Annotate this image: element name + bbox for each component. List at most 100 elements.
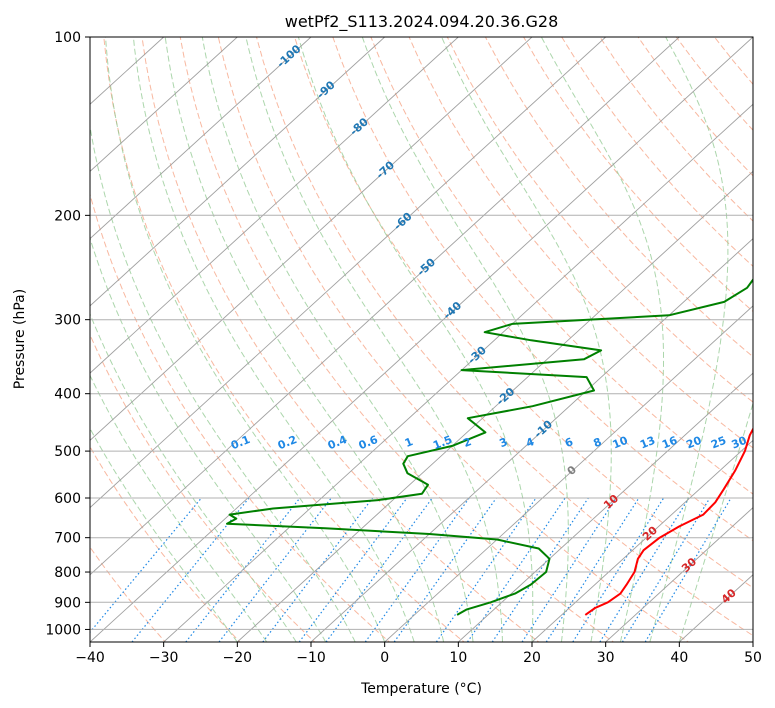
moist-adiabat-line (540, 37, 664, 642)
isotherm-line (752, 641, 753, 642)
mixing-ratio-label: 13 (638, 434, 657, 452)
mixing-ratio-label: 25 (709, 434, 728, 452)
moist-adiabat-line (105, 37, 386, 642)
plot-area: -100-90-80-70-60-50-40-30-20-10010203040… (90, 37, 769, 642)
isotherm-line (531, 439, 753, 642)
mixing-ratio-label: 8 (592, 435, 604, 450)
moist-adiabat-line (649, 37, 729, 642)
mixing-ratio-label: 4 (524, 435, 536, 450)
dry-adiabat-line (561, 37, 753, 267)
dry-adiabat-line (90, 445, 241, 642)
mixing-ratio-line (364, 497, 470, 642)
isotherm-line (90, 37, 753, 642)
x-tick-label: 10 (449, 650, 467, 666)
mixing-ratio-label: 1.5 (431, 433, 454, 452)
mixing-ratio-label: 0.2 (276, 433, 299, 452)
moist-adiabat-line (164, 37, 445, 642)
mixing-ratio-line (521, 497, 617, 642)
mixing-ratio-label: 16 (660, 434, 679, 452)
dry-adiabat-line (599, 37, 753, 222)
dry-adiabat-line (256, 37, 753, 637)
isotherm-line (90, 37, 459, 374)
isotherm-line (90, 37, 533, 441)
dry-adiabat-line (446, 37, 753, 403)
dry-adiabat-line (332, 37, 753, 542)
y-tick-label: 500 (54, 444, 81, 460)
dry-adiabat-line (523, 37, 753, 313)
mixing-ratio-line (185, 497, 301, 642)
dry-adiabat-line (90, 192, 391, 642)
dewpoint-profile-line (226, 278, 753, 616)
y-tick-label: 200 (54, 208, 81, 224)
x-tick-label: −10 (296, 650, 326, 666)
isotherm-line (457, 372, 753, 642)
moist-adiabat-line (245, 37, 503, 642)
moist-adiabat-line (201, 37, 474, 642)
mixing-ratio-label: 6 (563, 435, 575, 450)
x-tick-label: 40 (670, 650, 688, 666)
y-tick-label: 100 (54, 30, 81, 46)
dry-adiabat-line (217, 37, 690, 642)
y-tick-label: 700 (54, 531, 81, 547)
moist-adiabat-line (90, 123, 356, 642)
dry-adiabat-line (675, 37, 753, 131)
y-tick-label: 800 (54, 565, 81, 581)
mixing-ratio-label: 0.1 (229, 433, 252, 452)
mixing-ratio-label: 1 (403, 435, 415, 450)
moist-adiabat-line (361, 37, 569, 642)
x-tick-label: 50 (744, 650, 762, 666)
isotherm-line (90, 37, 238, 173)
mixing-ratio-label: 30 (730, 434, 749, 452)
x-tick-label: 20 (523, 650, 541, 666)
y-tick-label: 600 (54, 491, 81, 507)
mixing-ratio-line (90, 497, 202, 634)
dry-adiabat-line (408, 37, 753, 449)
mixing-ratio-label: 3 (498, 435, 510, 450)
moist-adiabat-line (90, 236, 327, 642)
dry-adiabat-line (752, 37, 753, 39)
moist-adiabat-line (90, 427, 238, 642)
mixing-ratio-label: 36 (750, 434, 769, 452)
mixing-ratio-line (572, 497, 665, 642)
dry-adiabat-line (90, 333, 316, 642)
isotherm-label: -100 (274, 42, 303, 70)
y-tick-label: 400 (54, 387, 81, 403)
temperature-profile-line (584, 427, 753, 616)
isotherm-line (310, 238, 753, 642)
y-tick-label: 900 (54, 595, 81, 611)
isotherm-line (236, 170, 753, 642)
mixing-ratio-line (298, 497, 408, 642)
mixing-ratio-line (435, 497, 537, 642)
moist-adiabat-line (678, 401, 753, 642)
moist-adiabat-line (90, 312, 297, 642)
mixing-ratio-label: 0.4 (326, 433, 349, 452)
mixing-ratio-line (467, 497, 566, 642)
x-tick-label: 0 (380, 650, 389, 666)
isotherm-line (90, 37, 607, 509)
isotherm-line (90, 37, 680, 576)
dry-adiabat-line (294, 37, 753, 589)
y-axis-title: Pressure (hPa) (12, 289, 28, 389)
mixing-ratio-line (325, 497, 433, 642)
moist-adiabat-line (90, 374, 268, 642)
x-tick-label: −20 (223, 650, 253, 666)
mixing-ratio-label: 2 (461, 435, 473, 450)
mixing-ratio-line (621, 497, 711, 642)
dry-adiabat-line (179, 37, 615, 642)
isotherm-line (605, 506, 753, 642)
mixing-ratio-label: 0.6 (357, 433, 380, 452)
mixing-ratio-line (131, 497, 250, 642)
mixing-ratio-label: 20 (684, 434, 703, 452)
dry-adiabat-line (370, 37, 753, 495)
moist-adiabat-line (297, 37, 534, 642)
isotherm-line (90, 37, 312, 240)
moist-adiabat-line (441, 37, 612, 642)
isotherm-line (163, 103, 753, 642)
y-tick-label: 1000 (45, 622, 81, 638)
mixing-ratio-line (599, 497, 690, 642)
x-tick-label: −30 (149, 650, 179, 666)
x-tick-label: −40 (75, 650, 105, 666)
x-axis-title: Temperature (°C) (360, 681, 482, 697)
plot-frame (89, 36, 754, 643)
mixing-ratio-line (545, 497, 640, 642)
